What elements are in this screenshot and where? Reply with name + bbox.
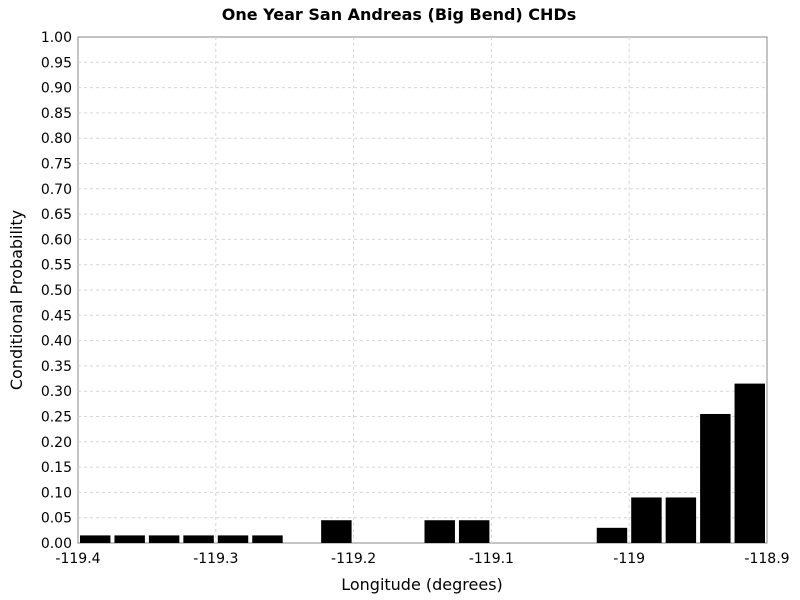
x-axis-label: Longitude (degrees) <box>341 575 503 594</box>
bar <box>148 535 180 543</box>
y-tick-label: 0.45 <box>41 308 72 324</box>
y-tick-label: 0.85 <box>41 106 72 122</box>
x-tick-label: -119.2 <box>331 551 376 567</box>
bar <box>114 535 145 543</box>
x-tick-label: -119.1 <box>469 551 514 567</box>
bar <box>700 413 731 543</box>
y-axis-label: Conditional Probability <box>7 210 26 390</box>
bar <box>217 535 249 543</box>
bar <box>734 383 765 543</box>
y-tick-label: 0.60 <box>41 232 72 248</box>
y-tick-label: 0.15 <box>41 460 72 476</box>
y-tick-label: 0.90 <box>41 81 72 97</box>
y-tick-label: 0.05 <box>41 511 72 527</box>
y-tick-label: 0.20 <box>41 435 72 451</box>
y-tick-label: 0.30 <box>41 384 72 400</box>
y-tick-label: 0.40 <box>41 334 72 350</box>
bar <box>183 535 214 543</box>
x-tick-label: -119.4 <box>55 551 100 567</box>
bar <box>80 535 111 543</box>
bar <box>458 520 490 543</box>
y-tick-label: 0.95 <box>41 55 72 71</box>
x-tick-label: -118.9 <box>744 551 789 567</box>
bar <box>252 535 283 543</box>
y-tick-label: 0.70 <box>41 182 72 198</box>
y-tick-label: 0.80 <box>41 131 72 147</box>
y-tick-label: 0.50 <box>41 283 72 299</box>
y-tick-label: 0.65 <box>41 207 72 223</box>
x-tick-label: -119.3 <box>193 551 238 567</box>
x-tick-label: -119 <box>613 551 645 567</box>
y-tick-label: 0.25 <box>41 410 72 426</box>
bar <box>665 497 697 543</box>
y-tick-label: 0.10 <box>41 485 72 501</box>
y-tick-label: 0.00 <box>41 536 72 552</box>
y-tick-label: 1.00 <box>41 30 72 46</box>
bars <box>80 383 765 543</box>
bar <box>631 497 662 543</box>
x-tick-labels: -119.4 -119.3 -119.2 -119.1 -119 -118.9 <box>55 551 789 567</box>
grid <box>78 37 767 543</box>
bar <box>321 520 352 543</box>
y-tick-label: 0.55 <box>41 258 72 274</box>
bar <box>424 520 455 543</box>
bar <box>596 527 628 543</box>
y-tick-labels: 0.00 0.05 0.10 0.15 0.20 0.25 0.30 0.35 0.40 0.45… <box>41 30 72 552</box>
y-tick-label: 0.35 <box>41 359 72 375</box>
y-tick-label: 0.75 <box>41 157 72 173</box>
chart-title: One Year San Andreas (Big Bend) CHDs <box>222 5 577 24</box>
